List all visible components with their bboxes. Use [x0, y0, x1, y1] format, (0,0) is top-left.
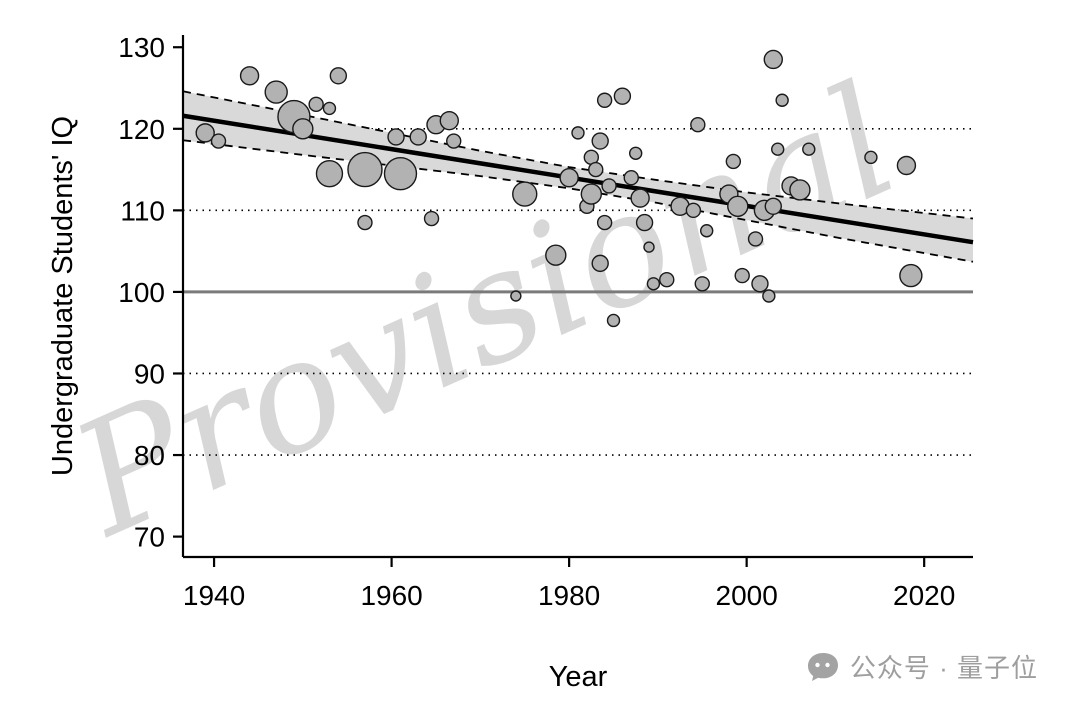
data-point — [601, 178, 617, 194]
data-point — [571, 126, 585, 140]
data-point — [559, 168, 579, 188]
data-point — [322, 101, 337, 116]
axes-layer: 70 80 90 100 110 120 130 1940 1960 1980 2000 2020 — [118, 32, 973, 611]
data-point — [727, 195, 749, 217]
data-point — [409, 128, 427, 146]
x-tick-label: 1960 — [360, 580, 422, 611]
data-point — [896, 155, 917, 176]
data-point — [700, 224, 714, 238]
data-point — [383, 156, 418, 191]
data-point — [763, 49, 783, 70]
data-point — [329, 67, 348, 85]
data-point — [239, 66, 260, 86]
data-point — [292, 118, 314, 140]
data-point — [789, 179, 811, 201]
x-tick-label: 1980 — [538, 580, 600, 611]
data-point — [771, 142, 785, 156]
data-point — [423, 210, 440, 227]
data-point — [596, 92, 613, 108]
data-point — [210, 133, 227, 149]
data-point — [764, 197, 782, 215]
data-point — [762, 289, 776, 303]
data-point — [591, 132, 609, 150]
data-point — [596, 214, 613, 231]
chat-bubble-icon — [806, 651, 840, 683]
confidence-band-upper-edge — [182, 90, 974, 220]
data-point — [357, 214, 373, 231]
data-point — [446, 133, 462, 149]
x-axis-label: Year — [549, 661, 608, 693]
data-point — [510, 290, 522, 302]
data-point — [315, 159, 344, 188]
data-point — [264, 80, 288, 104]
data-point — [591, 254, 609, 273]
data-point — [613, 87, 632, 105]
data-point — [694, 276, 710, 292]
data-point — [545, 244, 567, 266]
data-point — [646, 277, 661, 291]
data-point — [643, 241, 655, 253]
data-point — [512, 181, 538, 207]
data-point — [580, 183, 603, 205]
gridlines-layer — [183, 127, 973, 456]
data-point — [899, 263, 923, 288]
x-tick-label: 2000 — [716, 580, 778, 611]
data-point — [725, 153, 742, 170]
y-tick-label: 110 — [120, 195, 165, 226]
data-point — [659, 271, 675, 288]
y-tick-label: 80 — [134, 440, 165, 471]
data-point — [308, 96, 324, 113]
y-tick-label: 100 — [118, 277, 165, 308]
data-point — [751, 275, 769, 293]
data-point — [775, 93, 789, 107]
data-point — [387, 128, 405, 146]
data-point — [747, 231, 764, 247]
y-axis-label: Undergraduate Students' IQ — [47, 116, 79, 476]
data-point — [623, 170, 639, 186]
x-tick-label: 1940 — [183, 580, 245, 611]
data-point — [635, 213, 654, 232]
data-point — [347, 151, 383, 188]
brand-text: 公众号 · 量子位 — [849, 653, 1038, 683]
data-point — [690, 117, 706, 133]
y-tick-label: 120 — [118, 114, 165, 145]
data-point — [685, 202, 702, 219]
data-points-layer — [195, 49, 923, 328]
confidence-band-lower-edge — [182, 139, 974, 263]
data-point — [588, 161, 604, 178]
brand-footer: 公众号 · 量子位 — [806, 648, 1038, 685]
data-point — [628, 146, 643, 160]
data-point — [439, 110, 459, 131]
data-point — [195, 123, 215, 143]
y-tick-label: 70 — [134, 522, 165, 553]
data-point — [630, 188, 650, 208]
y-tick-label: 90 — [134, 358, 165, 389]
x-tick-label: 2020 — [893, 580, 955, 611]
data-point — [802, 142, 816, 156]
data-point — [606, 313, 621, 328]
data-point — [734, 267, 750, 284]
y-tick-label: 130 — [118, 32, 165, 63]
data-point — [864, 150, 878, 165]
